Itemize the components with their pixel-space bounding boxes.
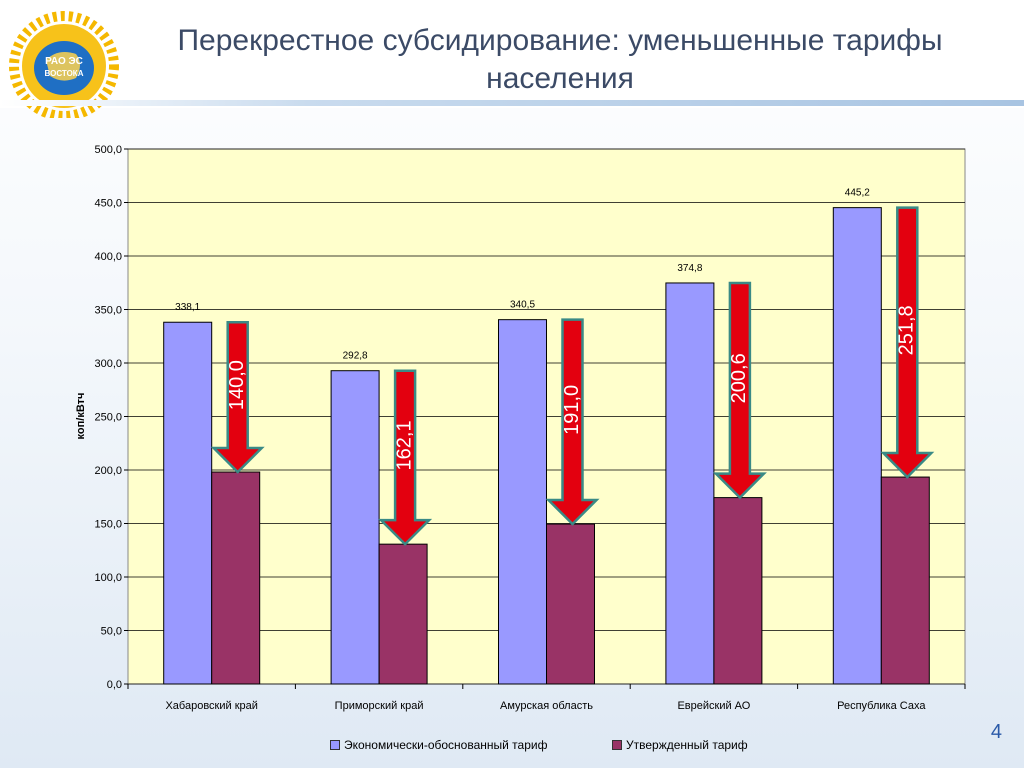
y-tick-label: 0,0 bbox=[107, 679, 122, 691]
y-tick-label: 300,0 bbox=[94, 358, 122, 370]
legend-item-series2: Утвержденный тариф bbox=[612, 738, 748, 752]
y-tick-label: 100,0 bbox=[94, 572, 122, 584]
bar-economic-tariff bbox=[665, 282, 715, 685]
y-tick-label: 450,0 bbox=[94, 198, 122, 210]
data-label: 374,8 bbox=[677, 263, 702, 274]
x-axis-ticks: Хабаровский край Приморский край Амурская … bbox=[127, 684, 966, 712]
page-title: Перекрестное субсидирование: уменьшенные… bbox=[110, 22, 1010, 98]
bar-economic-tariff bbox=[498, 319, 547, 685]
bar-approved-tariff bbox=[880, 476, 930, 685]
difference-arrow bbox=[545, 318, 600, 526]
difference-arrow bbox=[712, 281, 767, 500]
bar-approved-tariff bbox=[713, 497, 763, 685]
data-label: 292,8 bbox=[343, 351, 368, 362]
legend-label-series1: Экономически-обоснованный тариф bbox=[344, 738, 548, 752]
legend-swatch-series1 bbox=[330, 740, 340, 750]
bar-economic-tariff bbox=[330, 370, 380, 685]
x-tick-label: Еврейский АО bbox=[677, 700, 750, 712]
data-label: 445,2 bbox=[845, 188, 870, 199]
difference-label: 162,1 bbox=[393, 420, 415, 470]
difference-arrow bbox=[378, 369, 433, 546]
x-tick-label: Амурская область bbox=[500, 700, 593, 712]
logo-text-2: ВОСТОКА bbox=[45, 69, 84, 78]
x-tick-label: Приморский край bbox=[335, 700, 424, 712]
bar-approved-tariff bbox=[546, 523, 595, 685]
y-tick-label: 500,0 bbox=[94, 144, 122, 156]
y-tick-label: 50,0 bbox=[101, 626, 122, 638]
legend-label-series2: Утвержденный тариф bbox=[626, 738, 748, 752]
difference-label: 251,8 bbox=[896, 305, 918, 355]
data-label: 338,1 bbox=[175, 302, 200, 313]
legend-swatch-series2 bbox=[612, 740, 622, 750]
x-tick-label: Хабаровский край bbox=[165, 700, 257, 712]
difference-label: 191,0 bbox=[561, 385, 583, 435]
y-tick-label: 400,0 bbox=[94, 251, 122, 263]
page-number: 4 bbox=[990, 721, 1002, 743]
slide-header bbox=[0, 0, 1024, 108]
header-divider bbox=[0, 100, 1024, 106]
difference-arrows: 140,0 162,1 191,0 200,6 251,8 bbox=[210, 206, 935, 546]
bar-approved-tariff bbox=[211, 471, 261, 685]
difference-label: 140,0 bbox=[226, 360, 248, 410]
logo-text-1: РАО ЭС bbox=[45, 56, 83, 67]
bars bbox=[163, 207, 930, 685]
bar-economic-tariff bbox=[832, 207, 882, 685]
bar-economic-tariff bbox=[163, 321, 213, 685]
difference-label: 200,6 bbox=[728, 353, 750, 403]
y-tick-label: 250,0 bbox=[94, 412, 122, 424]
legend-item-series1: Экономически-обоснованный тариф bbox=[330, 738, 547, 752]
y-tick-label: 150,0 bbox=[94, 519, 122, 531]
y-axis-ticks: 0,0 50,0 100,0 150,0 200,0 250,0 300,0 350,0 400… bbox=[94, 144, 128, 691]
difference-arrow bbox=[880, 206, 935, 479]
data-label: 340,5 bbox=[510, 300, 535, 311]
y-axis-label: коп/кВтч bbox=[75, 393, 87, 440]
title-line-1: Перекрестное субсидирование: уменьшенные… bbox=[177, 24, 943, 57]
title-line-2: населения bbox=[486, 62, 634, 95]
y-tick-label: 350,0 bbox=[94, 305, 122, 317]
company-logo: РАО ЭС ВОСТОКА bbox=[9, 11, 119, 118]
y-tick-label: 200,0 bbox=[94, 465, 122, 477]
difference-arrow bbox=[210, 320, 265, 474]
chart-legend: Экономически-обоснованный тариф Утвержде… bbox=[330, 736, 930, 756]
bar-approved-tariff bbox=[378, 543, 428, 685]
x-tick-label: Республика Саха bbox=[837, 700, 926, 712]
